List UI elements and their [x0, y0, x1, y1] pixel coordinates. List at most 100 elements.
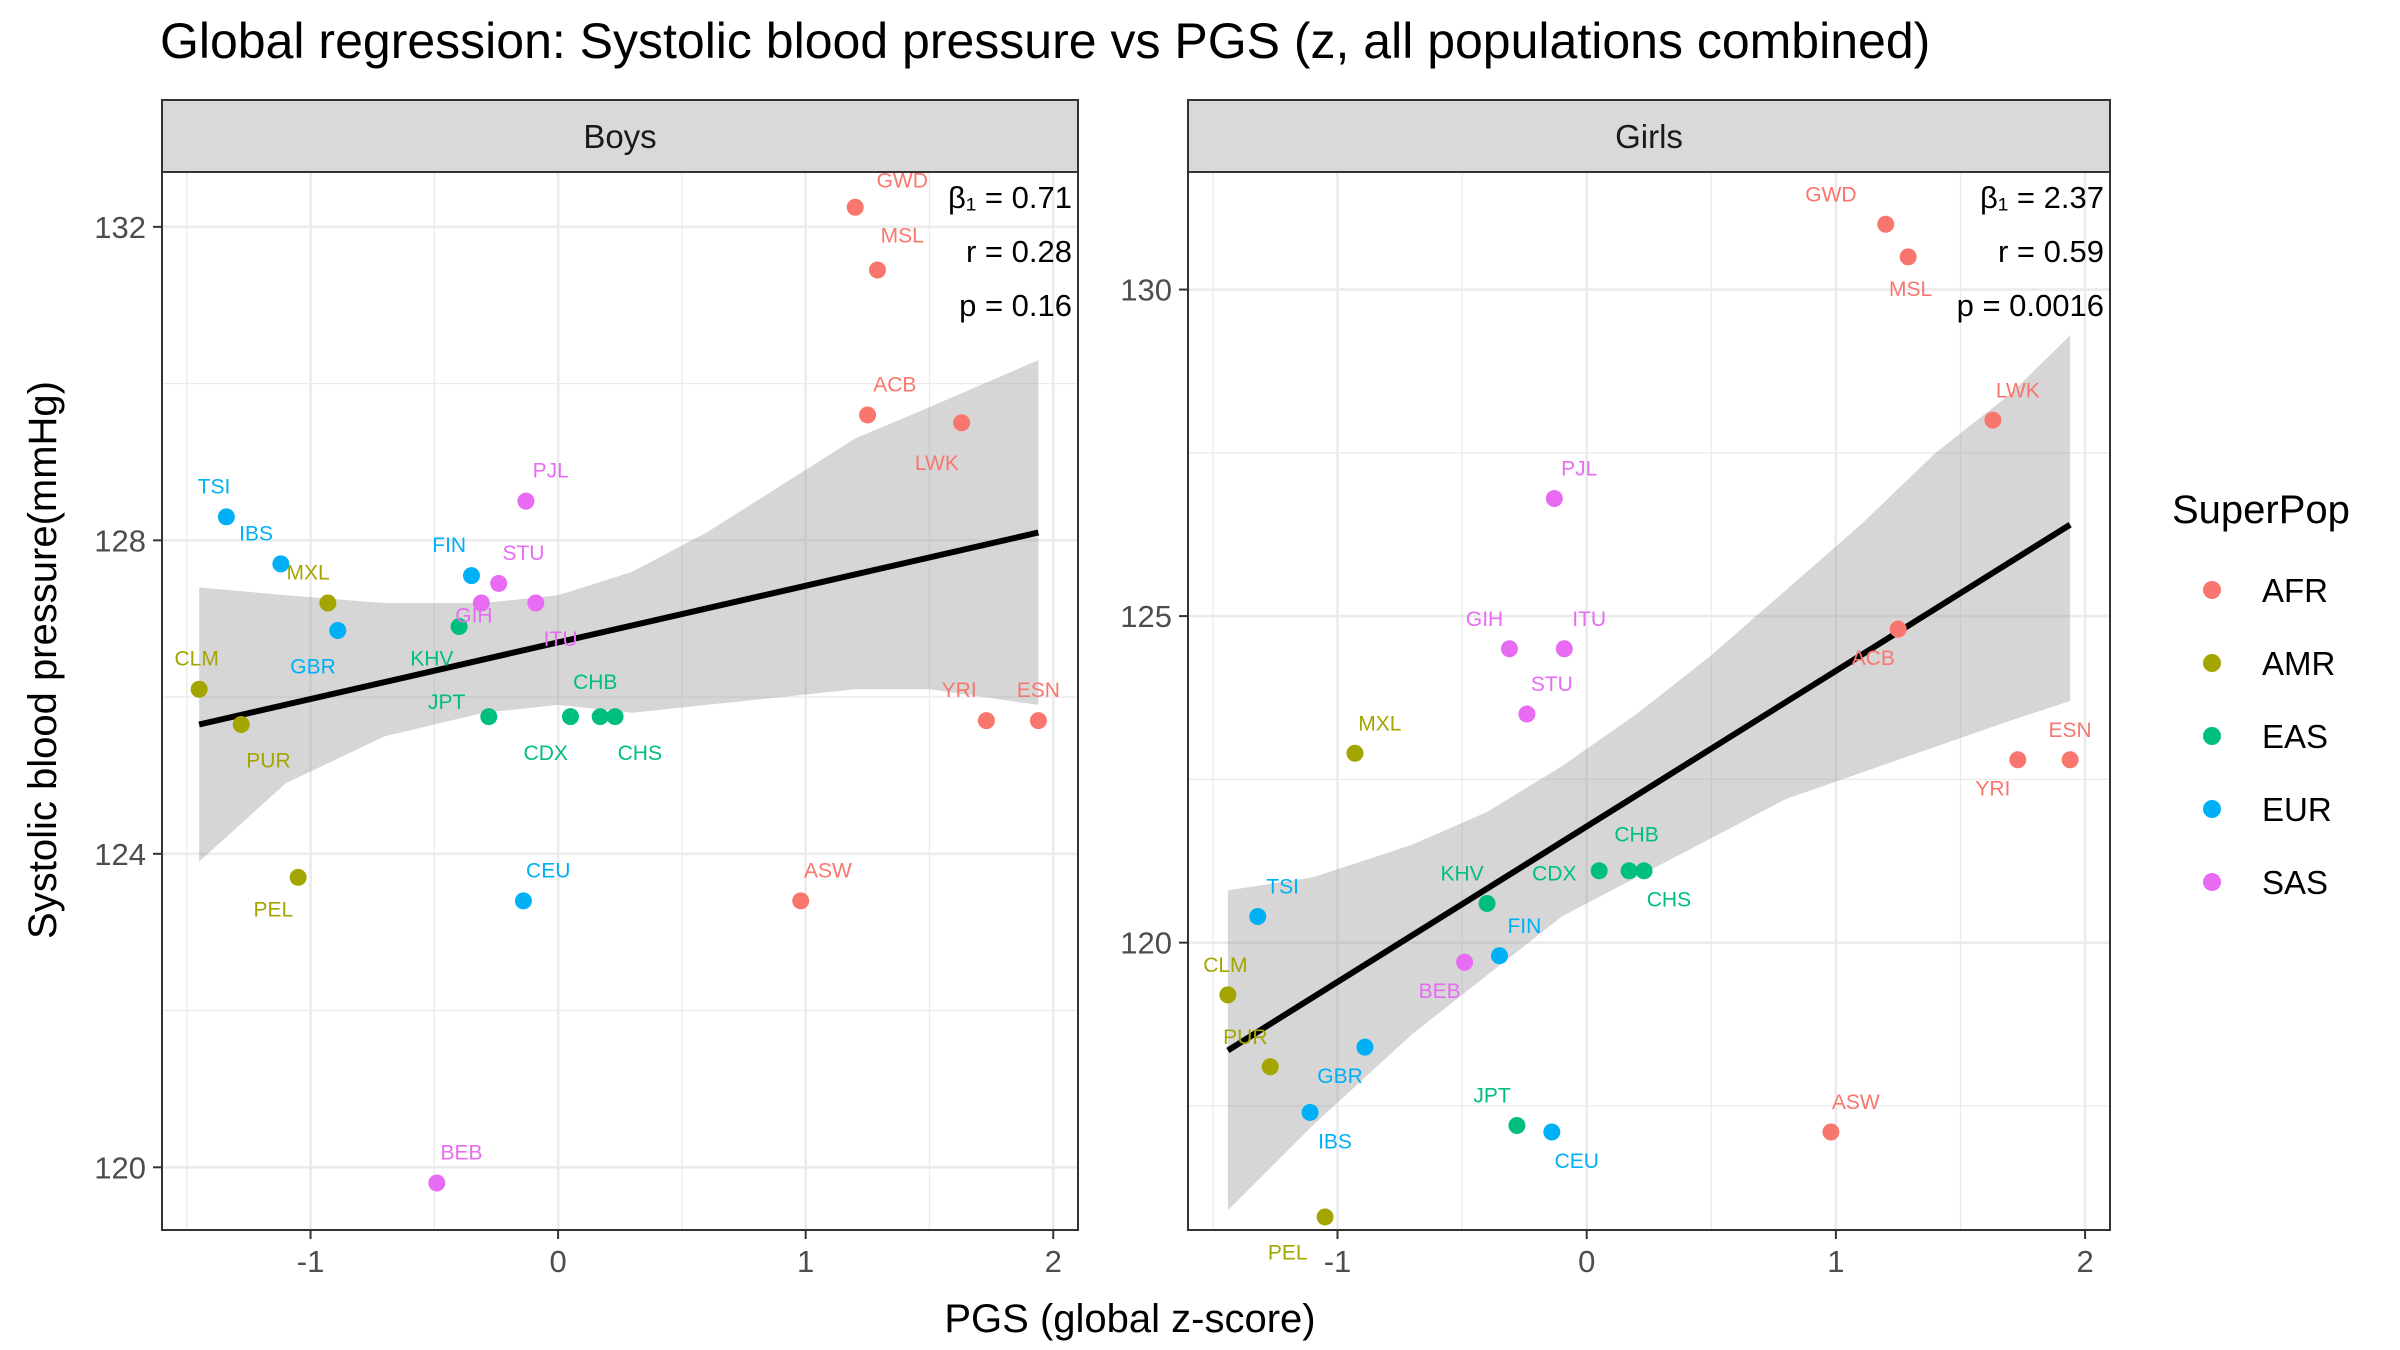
point-label-clm: CLM	[174, 648, 218, 671]
point-asw	[1822, 1123, 1840, 1141]
stat-beta: β₁ = 0.71	[948, 180, 1072, 215]
point-label-gih: GIH	[455, 605, 492, 628]
point-ibs	[1301, 1103, 1319, 1121]
point-khv	[1478, 894, 1496, 912]
point-label-pel: PEL	[1268, 1241, 1308, 1264]
point-gwd	[846, 198, 864, 216]
confidence-band	[199, 360, 1039, 862]
point-stu	[490, 574, 508, 592]
y-tick-label: 120	[94, 1150, 146, 1185]
point-cdx	[561, 708, 579, 726]
point-label-yri: YRI	[942, 679, 977, 702]
point-pur	[1261, 1058, 1279, 1076]
panel-border	[1187, 171, 2111, 1231]
point-label-chb: CHB	[573, 671, 617, 694]
regression-line	[198, 529, 1040, 728]
x-tick-label: 0	[549, 1244, 566, 1279]
legend-label-afr: AFR	[2262, 572, 2328, 609]
point-acb	[859, 406, 877, 424]
legend-label-eur: EUR	[2262, 791, 2332, 828]
point-itu	[527, 594, 545, 612]
point-label-fin: FIN	[1507, 915, 1541, 938]
point-label-lwk: LWK	[1996, 379, 2040, 402]
point-tsi	[217, 508, 235, 526]
point-pel	[1316, 1208, 1334, 1226]
point-label-acb: ACB	[1852, 647, 1895, 670]
point-label-itu: ITU	[1572, 608, 1606, 631]
legend-key-eas	[2203, 727, 2221, 745]
legend-label-amr: AMR	[2262, 645, 2335, 682]
point-ceu	[1543, 1123, 1561, 1141]
point-label-stu: STU	[1531, 673, 1573, 696]
point-label-ceu: CEU	[526, 859, 570, 882]
point-label-ceu: CEU	[1555, 1150, 1599, 1173]
point-label-msl: MSL	[881, 225, 924, 248]
x-tick-label: 1	[797, 1244, 814, 1279]
point-chb	[591, 708, 609, 726]
point-itu	[1555, 640, 1573, 658]
point-label-yri: YRI	[1975, 778, 2010, 801]
point-msl	[1899, 248, 1917, 266]
y-tick-label: 132	[94, 210, 146, 245]
point-label-cdx: CDX	[1532, 863, 1576, 886]
y-axis-label: Systolic blood pressure(mmHg)	[21, 381, 65, 939]
x-tick-label: 0	[1578, 1244, 1595, 1279]
point-label-gbr: GBR	[290, 656, 336, 679]
point-label-acb: ACB	[873, 373, 916, 396]
stats-annotation: β₁ = 2.37 r = 0.59 p = 0.0016	[1957, 180, 2104, 323]
point-label-gbr: GBR	[1317, 1065, 1363, 1088]
point-clm	[190, 680, 208, 698]
point-label-tsi: TSI	[198, 475, 231, 498]
point-label-tsi: TSI	[1266, 876, 1299, 899]
point-label-pel: PEL	[254, 899, 294, 922]
point-label-msl: MSL	[1889, 278, 1932, 301]
x-axis-label: PGS (global z-score)	[944, 1297, 1315, 1341]
point-stu	[1518, 705, 1536, 723]
point-label-mxl: MXL	[1358, 712, 1401, 735]
point-label-gih: GIH	[1466, 608, 1503, 631]
point-mxl	[319, 594, 337, 612]
point-label-cdx: CDX	[524, 742, 568, 765]
point-lwk	[1984, 411, 2002, 429]
point-lwk	[953, 414, 971, 432]
point-chs	[606, 708, 624, 726]
point-label-chs: CHS	[1647, 889, 1691, 912]
point-beb	[428, 1174, 446, 1192]
point-label-pjl: PJL	[1561, 458, 1597, 481]
plot-area	[1188, 172, 2110, 1230]
point-pel	[289, 868, 307, 886]
point-fin	[462, 567, 480, 585]
point-label-jpt: JPT	[1473, 1085, 1511, 1108]
legend-label-sas: SAS	[2262, 864, 2328, 901]
gridlines	[1188, 172, 2110, 1230]
point-acb	[1889, 620, 1907, 638]
point-label-ibs: IBS	[239, 522, 273, 545]
point-mxl	[1346, 744, 1364, 762]
point-asw	[792, 892, 810, 910]
point-label-jpt: JPT	[428, 691, 466, 714]
x-tick-label: 2	[1045, 1244, 1062, 1279]
legend: SuperPop AFR AMR EAS EUR SAS	[2172, 488, 2350, 901]
point-ibs	[272, 555, 290, 573]
point-label-chb: CHB	[1614, 823, 1658, 846]
panels: Boys GWD MSL ACB LWK YRI ESN ASW CLM PUR MXL PEL KHV…	[94, 99, 2111, 1279]
point-jpt	[480, 708, 498, 726]
panel-girls: Girls GWD MSL LWK ACB YRI ESN ASW MXL CLM PUR PEL KH…	[1120, 99, 2111, 1279]
point-pjl	[1545, 490, 1563, 508]
point-chb	[1620, 862, 1638, 880]
point-label-ibs: IBS	[1318, 1130, 1352, 1153]
point-khv	[450, 618, 468, 636]
facet-strip	[1187, 99, 2111, 173]
chart-title: Global regression: Systolic blood pressu…	[160, 13, 1931, 69]
stat-beta: β₁ = 2.37	[1980, 180, 2104, 215]
point-esn	[2061, 751, 2079, 769]
point-label-esn: ESN	[2049, 719, 2092, 742]
point-pjl	[517, 492, 535, 510]
legend-key-amr	[2203, 654, 2221, 672]
x-tick-label: -1	[297, 1244, 325, 1279]
x-tick-label: -1	[1324, 1244, 1352, 1279]
point-msl	[868, 261, 886, 279]
point-label-pur: PUR	[1223, 1026, 1267, 1049]
point-gih	[1500, 640, 1518, 658]
point-label-gwd: GWD	[877, 170, 928, 193]
